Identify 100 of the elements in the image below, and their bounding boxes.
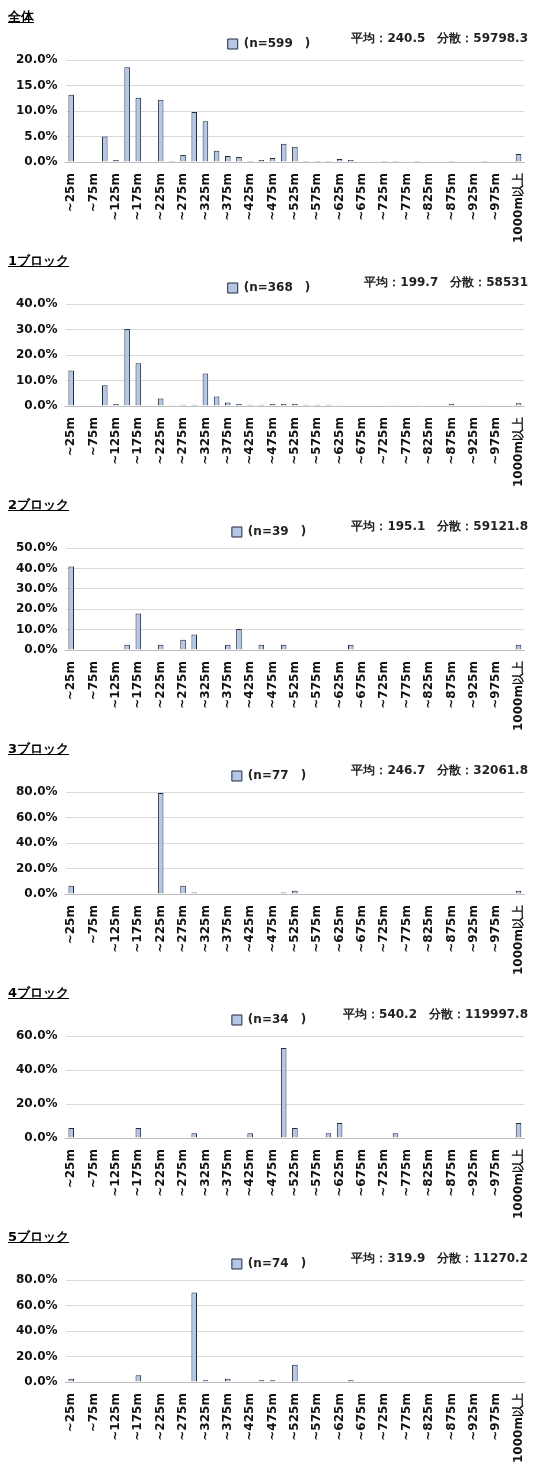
x-tick-label: ~175m	[130, 1149, 145, 1197]
x-tick-label: ~75m	[85, 1149, 100, 1189]
legend-label: (n=368 )	[243, 280, 311, 295]
x-tick-label: ~725m	[376, 661, 391, 709]
y-tick-label: 0.0%	[24, 154, 58, 169]
x-tick-label: ~525m	[287, 661, 301, 709]
x-tick-label: ~875m	[443, 1393, 458, 1441]
x-tick-label: ~75m	[85, 661, 100, 701]
y-tick-label: 0.0%	[24, 1374, 58, 1389]
y-tick-label: 20.0%	[15, 347, 58, 362]
x-tick-label: ~475m	[264, 1149, 279, 1197]
x-tick-label: ~775m	[398, 1149, 413, 1197]
x-tick-label: ~575m	[309, 173, 324, 221]
y-tick-label: 20.0%	[15, 1348, 58, 1363]
x-tick-label: ~75m	[85, 905, 100, 945]
text: 平均：246.7 分散：32061.8	[351, 762, 528, 779]
x-tick-label: ~525m	[287, 1393, 301, 1441]
x-tick-label: ~25m	[63, 1393, 78, 1433]
x-tick-label: ~825m	[421, 661, 436, 709]
x-tick-label: ~175m	[130, 905, 145, 953]
x-tick-label: ~725m	[376, 1149, 391, 1197]
x-tick-label: ~925m	[465, 905, 480, 953]
y-tick-label: 20.0%	[15, 601, 58, 616]
x-tick-label: ~775m	[398, 173, 413, 221]
chart-title: 全体	[8, 8, 35, 26]
x-tick-label: ~25m	[63, 661, 78, 701]
x-tick-label: ~275m	[175, 1149, 190, 1197]
x-tick-label: ~225m	[152, 1149, 167, 1197]
x-tick-label: ~425m	[242, 661, 257, 709]
x-tick-label: ~425m	[242, 417, 257, 465]
x-tick-label: ~875m	[443, 905, 458, 953]
y-tick-label: 20.0%	[15, 860, 58, 875]
x-tick-label: ~625m	[331, 905, 346, 953]
y-tick-label: 40.0%	[15, 1323, 58, 1338]
y-tick-label: 20.0%	[15, 1096, 58, 1111]
x-tick-label: ~725m	[376, 173, 391, 221]
x-tick-label: ~875m	[443, 1149, 458, 1197]
x-tick-label: 1000m以上	[510, 173, 525, 243]
x-tick-label: ~525m	[287, 905, 301, 953]
x-tick-label: ~925m	[465, 173, 480, 221]
x-tick-label: ~375m	[219, 1393, 234, 1441]
x-tick-label: ~675m	[354, 661, 369, 709]
y-tick-label: 40.0%	[15, 296, 58, 311]
y-tick-label: 0.0%	[24, 886, 58, 901]
x-tick-label: ~725m	[376, 417, 391, 465]
x-tick-label: ~125m	[108, 1149, 123, 1197]
x-tick-label: 1000m以上	[510, 1149, 525, 1219]
x-tick-label: ~875m	[443, 173, 458, 221]
x-tick-label: ~75m	[85, 173, 100, 213]
x-tick-label: ~525m	[287, 173, 301, 221]
x-tick-label: 1000m以上	[510, 417, 525, 487]
y-tick-label: 10.0%	[15, 621, 58, 636]
legend-label: (n=34 )	[247, 1012, 307, 1027]
chart-title: 4ブロック	[8, 984, 71, 1002]
chart-title: 1ブロック	[8, 252, 71, 270]
y-tick-label: 40.0%	[15, 560, 58, 575]
chart-title: 5ブロック	[8, 1228, 71, 1246]
x-tick-label: ~125m	[108, 661, 123, 709]
y-tick-label: 20.0%	[15, 52, 58, 67]
text: 平均：195.1 分散：59121.8	[351, 518, 528, 535]
x-tick-label: ~225m	[152, 661, 167, 709]
x-tick-label: ~975m	[488, 905, 503, 953]
legend-label: (n=74 )	[247, 1256, 307, 1271]
x-tick-label: ~925m	[465, 661, 480, 709]
x-tick-label: ~825m	[421, 905, 436, 953]
x-tick-label: ~675m	[354, 173, 369, 221]
x-tick-label: ~425m	[242, 173, 257, 221]
x-tick-label: ~375m	[219, 905, 234, 953]
x-tick-label: ~925m	[465, 417, 480, 465]
y-tick-label: 0.0%	[24, 1130, 58, 1145]
text: 平均：199.7 分散：58531	[364, 274, 528, 291]
y-tick-label: 50.0%	[15, 540, 58, 555]
x-tick-label: ~425m	[242, 1149, 257, 1197]
y-tick-label: 10.0%	[15, 372, 58, 387]
x-tick-label: ~175m	[130, 1393, 145, 1441]
x-tick-label: ~275m	[175, 1393, 190, 1441]
x-tick-label: ~725m	[376, 905, 391, 953]
x-tick-label: ~325m	[197, 1393, 212, 1441]
x-tick-label: ~975m	[488, 1393, 503, 1441]
x-tick-label: ~975m	[488, 417, 503, 465]
y-tick-label: 5.0%	[24, 128, 58, 143]
text: 平均：240.5 分散：59798.3	[351, 30, 528, 47]
x-tick-label: ~125m	[108, 417, 123, 465]
x-tick-label: ~475m	[264, 417, 279, 465]
x-tick-label: ~825m	[421, 1149, 436, 1197]
x-tick-label: ~425m	[242, 905, 257, 953]
y-tick-label: 60.0%	[15, 1028, 58, 1043]
chart-title: 2ブロック	[8, 496, 71, 514]
y-tick-label: 30.0%	[15, 580, 58, 595]
x-tick-label: ~275m	[175, 661, 190, 709]
x-tick-label: ~125m	[108, 905, 123, 953]
x-tick-label: ~325m	[197, 1149, 212, 1197]
y-tick-label: 10.0%	[15, 103, 58, 118]
y-tick-label: 40.0%	[15, 1062, 58, 1077]
x-tick-label: ~175m	[130, 417, 145, 465]
y-tick-label: 60.0%	[15, 1297, 58, 1312]
x-tick-label: ~375m	[219, 417, 234, 465]
x-tick-label: 1000m以上	[510, 905, 525, 975]
x-tick-label: ~625m	[331, 1393, 346, 1441]
x-tick-label: ~575m	[309, 661, 324, 709]
